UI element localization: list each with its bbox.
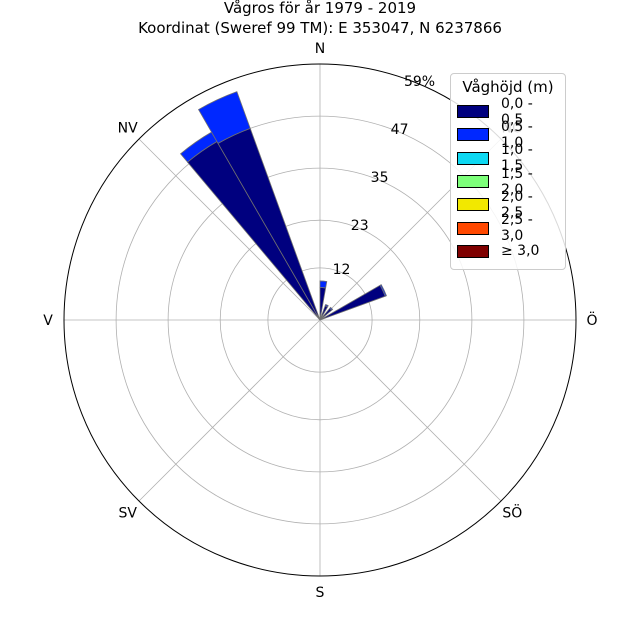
legend-title: Våghöjd (m) [462, 78, 554, 96]
legend-row: 1,5 - 2,0 [457, 166, 559, 198]
legend-swatch [457, 244, 489, 258]
direction-label: NV [118, 121, 138, 137]
chart-title: Vågros för år 1979 - 2019 [223, 0, 417, 17]
legend-label: 0,5 - 1,0 [501, 118, 533, 151]
legend-label: ≥ 3,0 [501, 243, 540, 260]
legend-label: 0,0 - 0,5 [501, 95, 533, 128]
radial-tick-label: 59% [404, 74, 435, 90]
rose-bar [329, 306, 334, 311]
chart-subtitle: Koordinat (Sweref 99 TM): E 353047, N 62… [138, 19, 502, 37]
radial-tick-label: 23 [351, 218, 369, 234]
rose-bar [379, 284, 387, 297]
legend-label: 2,5 - 3,0 [501, 212, 533, 245]
legend: Våghöjd (m) 0,0 - 0,5 0,5 - 1,0 1,0 - 1,… [450, 73, 566, 271]
legend-label: 2,0 - 2,5 [501, 188, 533, 221]
legend-swatch [457, 175, 489, 189]
polar-frame [63, 63, 577, 577]
legend-row: 2,5 - 3,0 [457, 212, 559, 244]
legend-row: 0,0 - 0,5 [457, 96, 559, 128]
rose-bar [217, 127, 321, 321]
radial-tick-label: 47 [391, 122, 409, 138]
legend-swatch [457, 128, 489, 142]
direction-label: Ö [586, 311, 597, 329]
legend-row: 1,0 - 1,5 [457, 142, 559, 174]
circular-gridline [167, 167, 473, 473]
radial-gridline [138, 319, 321, 502]
rose-bar [319, 284, 386, 321]
legend-label: 1,0 - 1,5 [501, 142, 533, 175]
legend-swatch [457, 105, 489, 119]
legend-swatch [457, 221, 489, 235]
rose-bar [324, 303, 329, 308]
circular-gridline [115, 115, 525, 525]
direction-label: SÖ [502, 503, 522, 521]
circular-gridline [267, 267, 373, 373]
legend-row: ≥ 3,0 [457, 240, 559, 263]
rose-bar [197, 91, 251, 144]
legend-label: 1,5 - 2,0 [501, 165, 533, 198]
radial-tick-label: 12 [333, 262, 351, 278]
direction-label: SV [118, 505, 137, 521]
rose-bar [319, 280, 328, 289]
legend-swatch [457, 151, 489, 165]
radial-gridline [319, 319, 502, 502]
legend-row: 2,0 - 2,5 [457, 189, 559, 221]
radial-gridline [138, 138, 321, 321]
direction-label: N [315, 41, 325, 57]
direction-label: S [316, 585, 325, 601]
direction-label: V [43, 313, 53, 329]
legend-row: 0,5 - 1,0 [457, 119, 559, 151]
circular-gridline [219, 219, 421, 421]
radial-tick-label: 35 [371, 170, 389, 186]
legend-swatch [457, 198, 489, 212]
